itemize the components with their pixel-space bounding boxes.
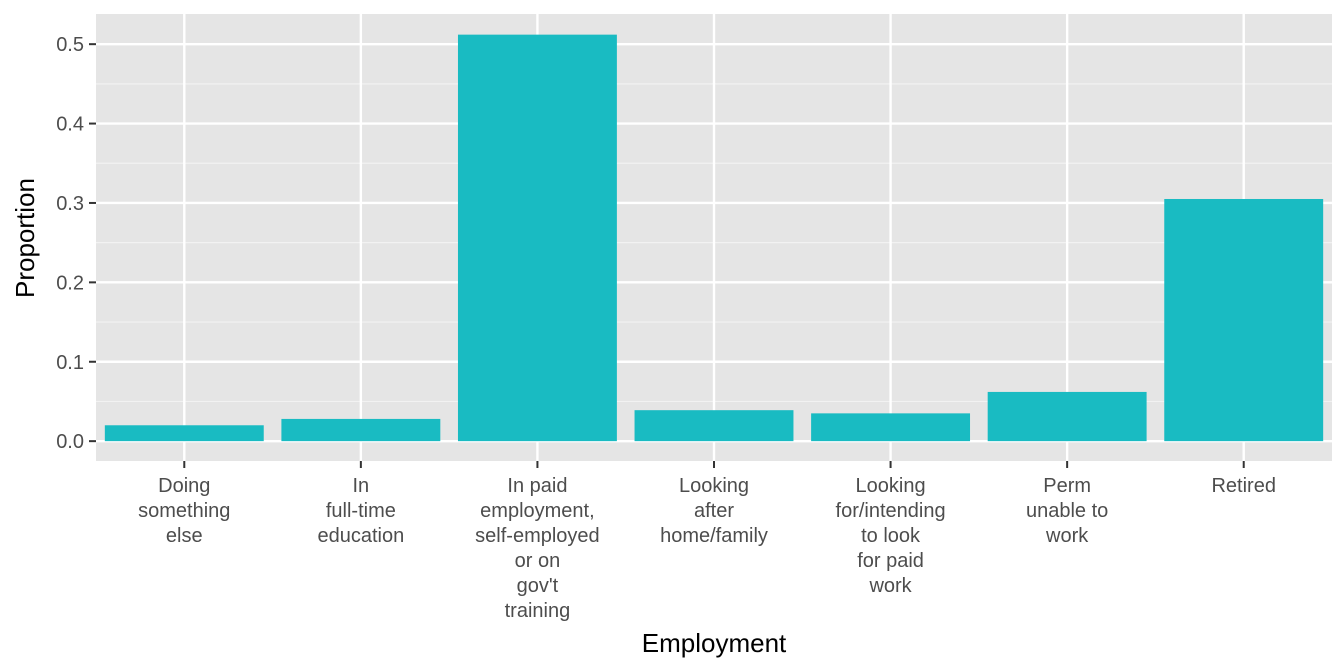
x-tick-label-line: education <box>317 525 404 547</box>
x-tick-label-line: Looking <box>856 475 926 497</box>
y-tick-label: 0.3 <box>56 193 84 215</box>
grid-major <box>96 14 1332 461</box>
y-axis: 0.0 0.1 0.2 0.3 0.4 0.5 <box>56 34 96 453</box>
x-tick-label: In paid employment, self-employed or on gov'… <box>475 475 600 622</box>
x-tick-label: Looking after home/family <box>660 475 768 547</box>
bar <box>987 391 1147 442</box>
x-tick-label-line: for/intending <box>836 500 946 522</box>
bar <box>634 410 794 442</box>
x-tick-label: Doing something else <box>138 475 230 547</box>
bar <box>104 425 264 442</box>
bar <box>281 418 441 442</box>
x-tick-label-line: In <box>353 475 370 497</box>
x-tick-label-line: unable to <box>1026 500 1108 522</box>
x-tick-label-line: full-time <box>326 500 396 522</box>
x-tick-label-line: training <box>505 600 571 622</box>
bar <box>1164 198 1324 442</box>
y-tick-label: 0.1 <box>56 352 84 374</box>
bar <box>811 413 971 442</box>
y-tick-label: 0.2 <box>56 272 84 294</box>
x-tick-label-line: work <box>868 575 912 597</box>
x-tick-label-line: something <box>138 500 230 522</box>
x-tick-label-line: employment, <box>480 500 595 522</box>
x-tick-label: Retired <box>1211 475 1275 497</box>
x-tick-label-line: to look <box>861 525 921 547</box>
x-tick-label-line: for paid <box>857 550 924 572</box>
x-tick-label: Perm unable to work <box>1026 475 1108 547</box>
y-tick-label: 0.0 <box>56 431 84 453</box>
x-tick-label-line: work <box>1045 525 1089 547</box>
x-tick-label-line: Looking <box>679 475 749 497</box>
x-tick-label-line: or on <box>515 550 561 572</box>
bars <box>104 34 1324 442</box>
x-tick-label-line: after <box>694 500 734 522</box>
x-tick-label-line: In paid <box>507 475 567 497</box>
x-tick-label-line: Retired <box>1211 475 1275 497</box>
y-axis-title: Proportion <box>10 178 40 298</box>
y-tick-label: 0.5 <box>56 34 84 56</box>
x-tick-label-line: self-employed <box>475 525 600 547</box>
y-tick-label: 0.4 <box>56 114 84 136</box>
x-tick-label-line: Doing <box>158 475 210 497</box>
x-tick-label-line: else <box>166 525 203 547</box>
x-axis-title: Employment <box>642 628 787 658</box>
bar <box>457 34 617 442</box>
x-tick-label-line: home/family <box>660 525 768 547</box>
x-tick-label-line: gov't <box>517 575 559 597</box>
x-tick-label: In full-time education <box>317 475 404 547</box>
x-tick-label: Looking for/intending to look for paid work <box>836 475 946 597</box>
x-tick-label-line: Perm <box>1043 475 1091 497</box>
